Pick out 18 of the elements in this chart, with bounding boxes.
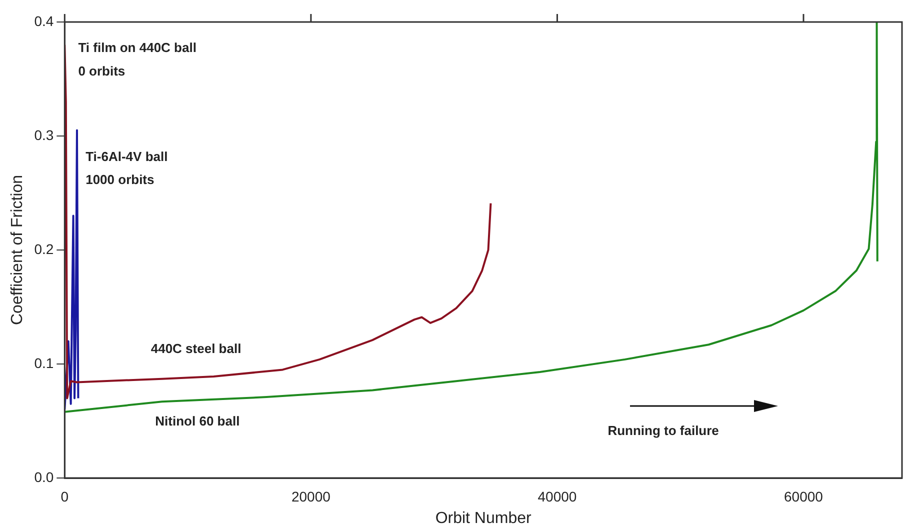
annotation: Ti film on 440C ball: [78, 40, 196, 55]
annotation: 440C steel ball: [150, 340, 242, 356]
y-axis-title: Coefficient of Friction: [9, 175, 26, 325]
annotation: Nitinol 60 ball: [155, 414, 240, 429]
x-tick-label: 20000: [291, 488, 331, 504]
x-tick-label: 60000: [784, 488, 824, 504]
y-tick-label: 0.3: [34, 126, 54, 143]
y-tick-label: 0.1: [34, 354, 54, 371]
annotation: 0 orbits: [78, 64, 126, 79]
y-tick-label: 0.0: [34, 468, 54, 485]
y-tick-label: 0.2: [34, 240, 54, 257]
x-tick-label: 0: [60, 488, 69, 504]
x-axis-title: Orbit Number: [435, 510, 532, 527]
annotation: Ti-6Al-4V ball: [86, 149, 168, 164]
annotation: 1000 orbits: [86, 172, 154, 188]
annotation: Running to failure: [608, 422, 719, 438]
y-tick-label: 0.4: [34, 12, 54, 29]
x-tick-label: 40000: [538, 488, 577, 504]
